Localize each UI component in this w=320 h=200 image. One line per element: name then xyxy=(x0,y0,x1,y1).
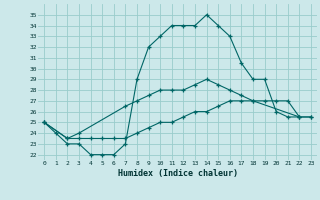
X-axis label: Humidex (Indice chaleur): Humidex (Indice chaleur) xyxy=(118,169,238,178)
